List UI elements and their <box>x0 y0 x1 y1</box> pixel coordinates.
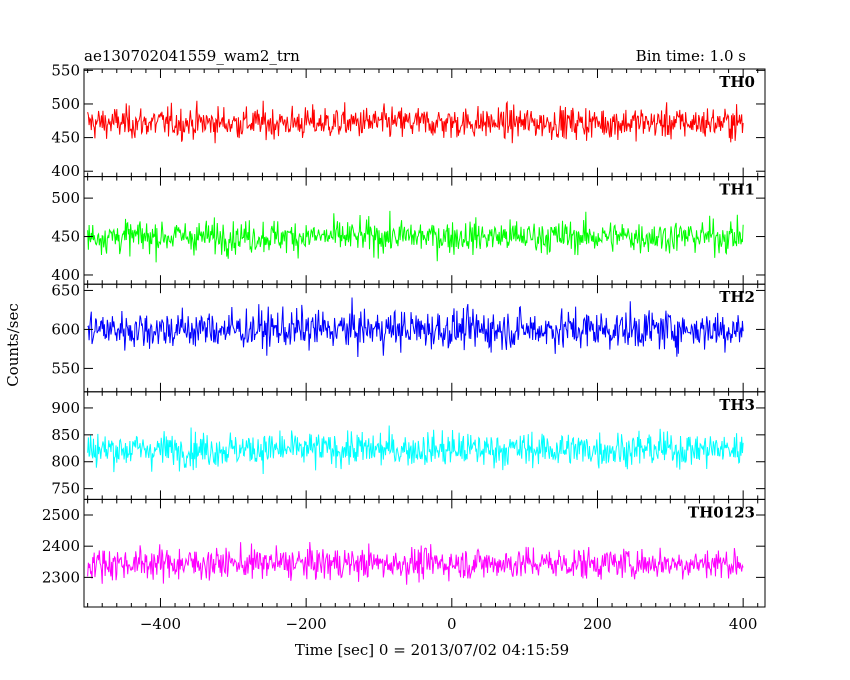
panels-group: 400 450 500 550 TH0 400 450 500 TH1 550 600 650 TH2 7… <box>42 61 766 608</box>
series-name-label: TH1 <box>719 181 755 199</box>
series-name-label: TH0123 <box>688 503 755 521</box>
panel-th0123: 2300 2400 2500 TH0123 <box>42 498 766 608</box>
panel-th2: 550 600 650 TH2 <box>51 281 766 393</box>
y-tick-label: 400 <box>51 266 80 284</box>
y-tick-label: 2300 <box>42 568 80 586</box>
x-tick-label: −400 <box>140 615 181 633</box>
y-tick-label: 500 <box>51 95 80 113</box>
x-axis-label: Time [sec] 0 = 2013/07/02 04:15:59 <box>295 641 569 659</box>
y-tick-label: 650 <box>51 281 80 299</box>
series-name-label: TH3 <box>719 396 755 414</box>
panel-th3: 750 800 850 900 TH3 <box>51 391 766 500</box>
y-axis-label: Counts/sec <box>4 303 22 387</box>
bin-time-label: Bin time: 1.0 s <box>636 47 746 65</box>
panel-th0: 400 450 500 550 TH0 <box>51 61 766 180</box>
y-tick-label: 550 <box>51 359 80 377</box>
series-line-th0 <box>87 100 744 144</box>
panel-th1: 400 450 500 TH1 <box>51 176 766 285</box>
x-tick-label: −200 <box>286 615 327 633</box>
series-name-label: TH2 <box>719 288 755 306</box>
y-tick-label: 450 <box>51 129 80 147</box>
series-line-th0123 <box>87 542 744 585</box>
x-tick-labels: −400 −200 0 200 400 <box>140 615 758 633</box>
series-line-th3 <box>87 425 744 475</box>
y-tick-label: 2400 <box>42 537 80 555</box>
y-tick-label: 850 <box>51 426 80 444</box>
y-tick-label: 2500 <box>42 506 80 524</box>
panel-frame <box>83 498 766 608</box>
y-tick-label: 550 <box>51 61 80 79</box>
series-name-label: TH0 <box>719 73 755 91</box>
series-line-th2 <box>87 297 744 358</box>
y-tick-label: 900 <box>51 399 80 417</box>
y-tick-label: 800 <box>51 453 80 471</box>
y-tick-label: 750 <box>51 480 80 498</box>
panel-frame <box>83 176 766 285</box>
x-tick-label: 400 <box>729 615 758 633</box>
y-tick-label: 400 <box>51 162 80 180</box>
series-line-th1 <box>87 210 744 263</box>
y-tick-label: 500 <box>51 189 80 207</box>
y-tick-label: 600 <box>51 320 80 338</box>
x-tick-label: 200 <box>583 615 612 633</box>
y-tick-label: 450 <box>51 228 80 246</box>
x-tick-label: 0 <box>447 615 457 633</box>
chart-title: ae130702041559_wam2_trn <box>84 47 300 65</box>
